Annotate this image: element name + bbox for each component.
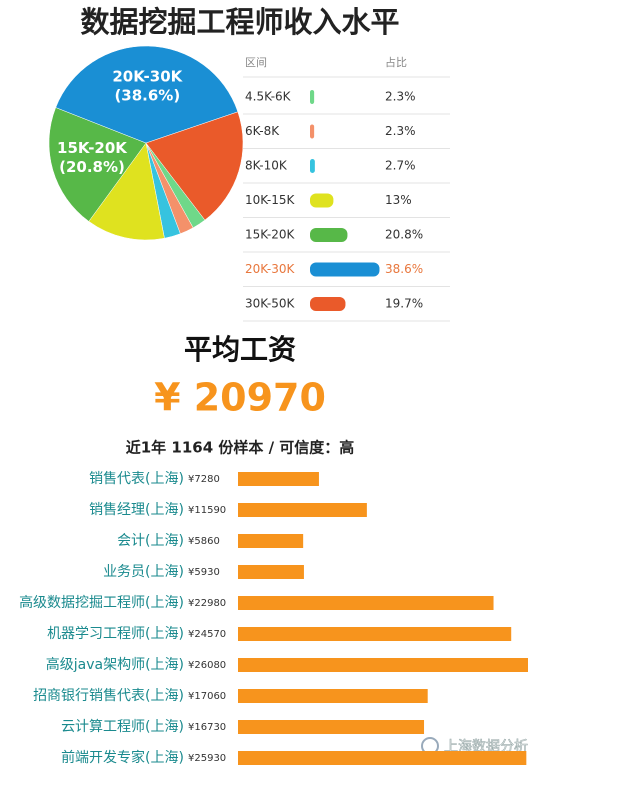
bar-category: 前端开发专家(上海) bbox=[61, 749, 184, 766]
category-label: 10K-15K bbox=[245, 193, 295, 207]
slice-name: 15K-20K bbox=[57, 139, 128, 157]
category-label: 6K-8K bbox=[245, 124, 280, 138]
bar bbox=[238, 596, 494, 610]
bar-category: 高级数据挖掘工程师(上海) bbox=[19, 594, 184, 611]
category-label: 20K-30K bbox=[245, 262, 295, 276]
bar bbox=[238, 534, 304, 548]
category-label: 8K-10K bbox=[245, 159, 288, 173]
category-label: 4.5K-6K bbox=[245, 90, 292, 104]
bar-category: 高级java架构师(上海) bbox=[46, 656, 184, 673]
bar-category: 业务员(上海) bbox=[103, 564, 184, 580]
bar bbox=[238, 565, 304, 579]
pie-slice bbox=[88, 142, 165, 241]
category-label: 30K-50K bbox=[245, 297, 295, 311]
legend-bar bbox=[310, 297, 346, 311]
category-label: 15K-20K bbox=[245, 228, 295, 242]
pie-slice bbox=[48, 107, 147, 222]
summary-heading: 平均工资 bbox=[184, 333, 296, 366]
legend-bar bbox=[310, 124, 315, 139]
bar-value-label: ¥26080 bbox=[188, 660, 226, 671]
bar-category: 销售经理(上海) bbox=[89, 502, 184, 518]
value-label: 2.7% bbox=[385, 159, 416, 173]
legend-bar bbox=[310, 228, 348, 242]
bar-category: 招商银行销售代表(上海) bbox=[33, 688, 184, 704]
pie-slice bbox=[55, 45, 239, 144]
bar bbox=[238, 720, 425, 734]
value-label: 13% bbox=[385, 193, 412, 207]
bar-value-label: ¥22980 bbox=[188, 598, 226, 609]
bar-value-label: ¥25930 bbox=[188, 753, 226, 764]
bar-value-label: ¥24570 bbox=[188, 629, 226, 640]
bar-value-label: ¥17060 bbox=[188, 691, 226, 702]
bar bbox=[238, 658, 528, 672]
value-label: 2.3% bbox=[385, 124, 416, 138]
slice-label: (38.6%) bbox=[114, 86, 180, 104]
bar-value-label: ¥7280 bbox=[188, 474, 220, 485]
bar bbox=[238, 627, 512, 641]
bar-value-label: ¥5860 bbox=[188, 536, 220, 547]
title: 数据挖掘工程师收入水平 bbox=[80, 5, 399, 39]
column-header: 占比 bbox=[385, 55, 407, 69]
legend-bar bbox=[310, 159, 315, 173]
value-label: 19.7% bbox=[385, 297, 423, 311]
column-header: 区间 bbox=[245, 56, 267, 69]
value-label: 38.6% bbox=[385, 262, 423, 276]
slice-label: (20.8%) bbox=[59, 158, 125, 176]
bar-category: 销售代表(上海) bbox=[89, 471, 184, 487]
bar bbox=[238, 689, 428, 703]
summary-note: 近1年 1164 份样本 / 可信度：高 bbox=[126, 439, 355, 457]
pie-slice bbox=[145, 111, 244, 221]
bar-value-label: ¥5930 bbox=[188, 567, 220, 578]
legend-bar bbox=[310, 193, 334, 208]
bar-value-label: ¥11590 bbox=[188, 505, 226, 516]
legend-bar bbox=[310, 90, 315, 104]
bar-category: 云计算工程师(上海) bbox=[61, 719, 184, 735]
value-label: 2.3% bbox=[385, 90, 416, 104]
bar-category: 机器学习工程师(上海) bbox=[47, 626, 184, 642]
summary-value: ¥ 20970 bbox=[154, 376, 326, 420]
value-label: 20.8% bbox=[385, 228, 423, 242]
bar-value-label: ¥16730 bbox=[188, 722, 226, 733]
slice-name: 20K-30K bbox=[112, 67, 183, 85]
legend-bar bbox=[310, 262, 380, 277]
bar bbox=[238, 503, 367, 517]
bar-category: 会计(上海) bbox=[117, 533, 184, 549]
bar bbox=[238, 751, 527, 765]
bar bbox=[238, 472, 319, 486]
